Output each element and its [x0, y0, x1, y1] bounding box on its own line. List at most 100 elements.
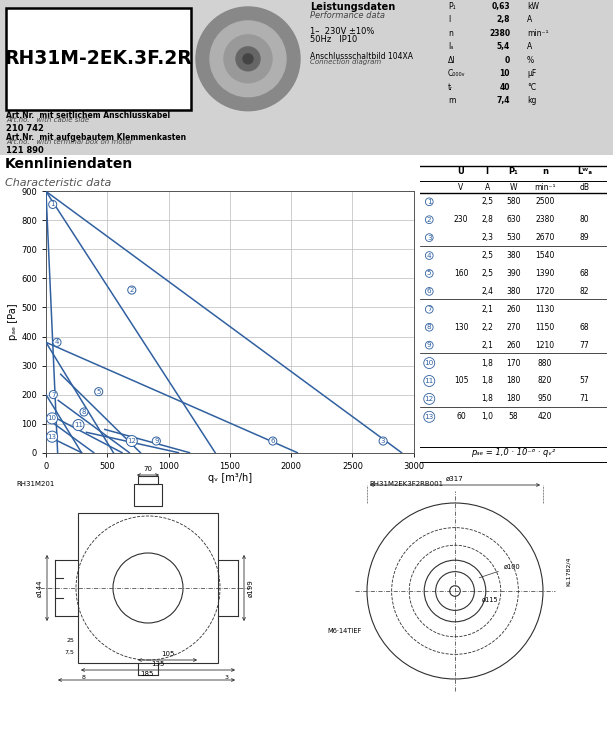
Circle shape	[236, 47, 260, 71]
Text: 2,1: 2,1	[481, 341, 493, 350]
Text: Anschlussschaltbild 104XA: Anschlussschaltbild 104XA	[310, 52, 413, 61]
Text: 1150: 1150	[536, 322, 555, 332]
Text: 70: 70	[143, 466, 153, 472]
Text: 950: 950	[538, 394, 552, 403]
Text: 2,8: 2,8	[497, 15, 510, 24]
Text: 160: 160	[454, 269, 468, 278]
Text: 260: 260	[506, 305, 520, 314]
Text: 2,4: 2,4	[481, 287, 493, 296]
Text: 7: 7	[51, 392, 56, 397]
Text: Kennliniendaten: Kennliniendaten	[5, 158, 134, 171]
Text: min⁻¹: min⁻¹	[527, 29, 549, 38]
Text: ø144: ø144	[37, 579, 43, 597]
Text: 80: 80	[580, 215, 589, 224]
Text: 9: 9	[427, 342, 432, 348]
X-axis label: qᵥ [m³/h]: qᵥ [m³/h]	[208, 473, 252, 484]
Text: 1,8: 1,8	[481, 358, 493, 367]
Text: 260: 260	[506, 341, 520, 350]
Text: min⁻¹: min⁻¹	[535, 183, 556, 191]
Text: 57: 57	[579, 377, 589, 386]
Text: 89: 89	[580, 233, 589, 242]
Text: 60: 60	[456, 412, 466, 421]
Text: P₁: P₁	[448, 2, 455, 11]
Text: 185: 185	[140, 671, 153, 677]
Text: 1390: 1390	[536, 269, 555, 278]
Text: RH31M201: RH31M201	[17, 481, 55, 487]
Text: 5,4: 5,4	[497, 43, 510, 52]
Text: 4: 4	[427, 252, 432, 258]
Text: 8: 8	[427, 325, 432, 330]
Bar	[138, 476, 158, 484]
Text: ø100: ø100	[479, 564, 520, 578]
Text: 1: 1	[427, 199, 432, 205]
Text: 2,5: 2,5	[481, 251, 493, 260]
Text: 3: 3	[381, 438, 386, 444]
Text: 1,8: 1,8	[481, 377, 493, 386]
Text: 1: 1	[50, 202, 55, 208]
Text: 1540: 1540	[536, 251, 555, 260]
Y-axis label: pₐₑ [Pa]: pₐₑ [Pa]	[9, 304, 18, 340]
Text: 2500: 2500	[536, 197, 555, 206]
Text: m: m	[448, 96, 455, 105]
Text: Art.no.   with terminal box on motor: Art.no. with terminal box on motor	[6, 138, 132, 144]
Text: 68: 68	[580, 322, 589, 332]
Circle shape	[196, 7, 300, 110]
Text: 7,4: 7,4	[497, 96, 510, 105]
Text: Iₐ: Iₐ	[448, 43, 453, 52]
Text: A: A	[485, 183, 490, 191]
Text: A: A	[527, 15, 532, 24]
Text: 12: 12	[425, 396, 434, 402]
Text: pₐₑ = 1,0 · 10⁻⁶ · qᵥ²: pₐₑ = 1,0 · 10⁻⁶ · qᵥ²	[471, 448, 555, 458]
Text: 6: 6	[270, 438, 275, 444]
Text: 2: 2	[129, 287, 134, 293]
Text: 210 742: 210 742	[6, 124, 44, 132]
Text: 0,63: 0,63	[492, 2, 510, 11]
Text: 58: 58	[509, 412, 518, 421]
Text: 2,8: 2,8	[481, 215, 493, 224]
Text: 5: 5	[96, 389, 101, 394]
Text: 105: 105	[454, 377, 468, 386]
Text: Characteristic data: Characteristic data	[5, 177, 112, 188]
Text: Performance data: Performance data	[310, 11, 385, 20]
Text: 40: 40	[500, 82, 510, 92]
Text: 180: 180	[506, 377, 520, 386]
Text: 77: 77	[579, 341, 589, 350]
Bar	[6, 8, 191, 110]
Text: 130: 130	[454, 322, 468, 332]
Text: 4: 4	[55, 339, 59, 345]
Text: 180: 180	[506, 394, 520, 403]
Text: ΔI: ΔI	[448, 56, 455, 65]
Text: 13: 13	[425, 414, 434, 420]
Text: 5: 5	[427, 270, 432, 277]
Text: Art.no.   with cable side: Art.no. with cable side	[6, 117, 89, 123]
Text: °C: °C	[527, 82, 536, 92]
Text: 1,0: 1,0	[481, 412, 493, 421]
Text: tᵣ: tᵣ	[448, 82, 453, 92]
Text: A: A	[527, 43, 532, 52]
Text: 2670: 2670	[536, 233, 555, 242]
Text: %: %	[527, 56, 534, 65]
Text: Art.Nr.  mit aufgebautem Klemmenkasten: Art.Nr. mit aufgebautem Klemmenkasten	[6, 132, 186, 141]
Text: RH31M2EK3F2RB001: RH31M2EK3F2RB001	[369, 481, 443, 487]
Text: 630: 630	[506, 215, 520, 224]
Text: 11: 11	[425, 378, 434, 384]
Text: I: I	[448, 15, 451, 24]
Text: 12: 12	[128, 438, 136, 444]
Text: U: U	[458, 167, 465, 177]
Text: kg: kg	[527, 96, 536, 105]
Text: 2,5: 2,5	[481, 269, 493, 278]
Circle shape	[210, 21, 286, 96]
Text: μF: μF	[527, 69, 536, 78]
Text: 105: 105	[161, 651, 174, 657]
Text: 2,2: 2,2	[481, 322, 493, 332]
Text: 82: 82	[580, 287, 589, 296]
Text: ø317: ø317	[446, 476, 464, 482]
Text: P₁: P₁	[509, 167, 518, 177]
Text: Leistungsdaten: Leistungsdaten	[310, 2, 395, 12]
Text: 2,3: 2,3	[481, 233, 493, 242]
Text: 121 890: 121 890	[6, 146, 44, 155]
Text: 270: 270	[506, 322, 520, 332]
Text: 380: 380	[506, 287, 520, 296]
Text: n: n	[448, 29, 453, 38]
Text: 1–  230V ±10%: 1– 230V ±10%	[310, 27, 375, 36]
